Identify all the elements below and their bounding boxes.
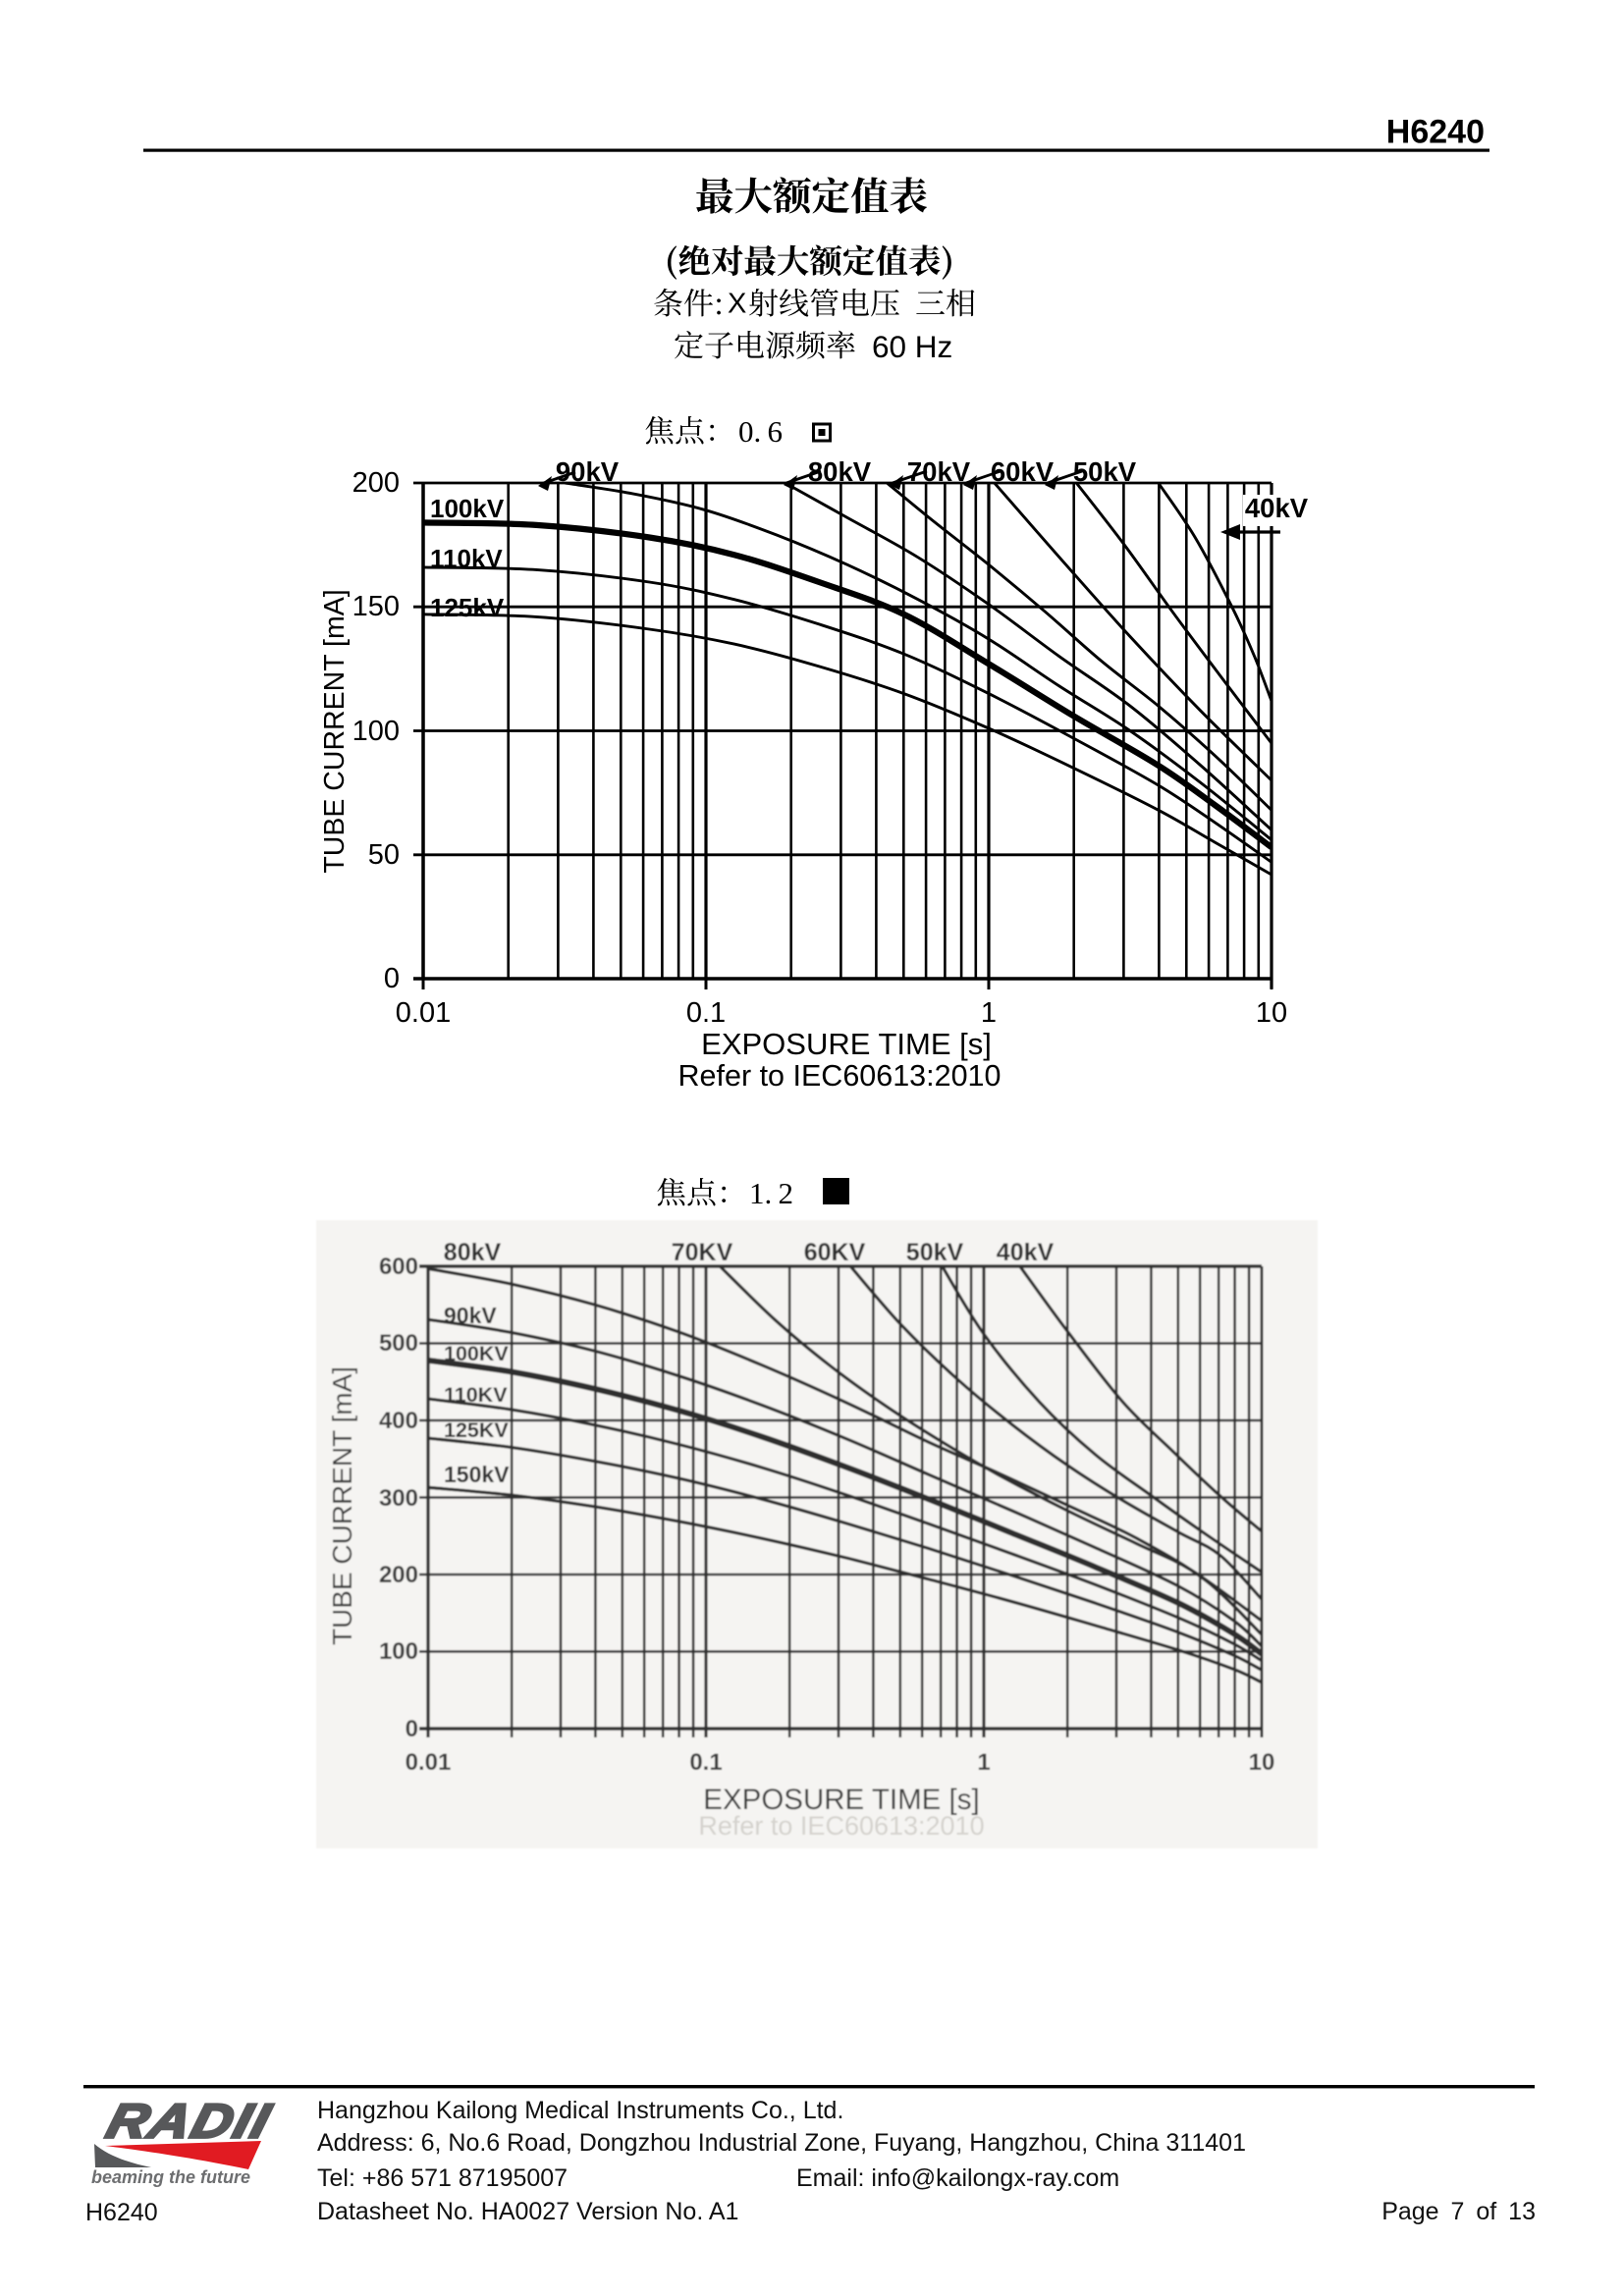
svg-text:125KV: 125KV xyxy=(444,1418,509,1442)
svg-text:Hangzhou Kailong Medical Instr: Hangzhou Kailong Medical Instruments Co.… xyxy=(317,2097,843,2124)
svg-text:0.01: 0.01 xyxy=(406,1749,452,1776)
svg-text:70kV: 70kV xyxy=(907,456,971,487)
svg-text:100: 100 xyxy=(352,716,400,747)
svg-text:X: X xyxy=(728,289,746,320)
svg-text:600: 600 xyxy=(379,1254,418,1280)
svg-text:125kV: 125kV xyxy=(430,593,505,622)
svg-text:50: 50 xyxy=(368,839,400,871)
svg-text:100kV: 100kV xyxy=(430,494,505,523)
svg-text:Datasheet No. HA0027 Version N: Datasheet No. HA0027 Version No. A1 xyxy=(317,2198,738,2225)
svg-text:H6240: H6240 xyxy=(85,2199,158,2226)
svg-text:Refer to IEC60613:2010: Refer to IEC60613:2010 xyxy=(678,1059,1001,1093)
svg-text:300: 300 xyxy=(379,1485,418,1512)
svg-text:100: 100 xyxy=(379,1638,418,1665)
svg-text:0.1: 0.1 xyxy=(689,1749,722,1776)
svg-text:0: 0 xyxy=(406,1716,418,1742)
svg-text:RADII: RADII xyxy=(101,2095,278,2149)
svg-text:1: 1 xyxy=(981,997,997,1029)
svg-text:200: 200 xyxy=(379,1562,418,1588)
svg-text:10: 10 xyxy=(1256,997,1287,1029)
svg-text:150: 150 xyxy=(352,591,400,622)
svg-text:400: 400 xyxy=(379,1408,418,1434)
svg-text:beaming the future: beaming the future xyxy=(91,2167,250,2187)
svg-text:TUBE CURRENT [mA]: TUBE CURRENT [mA] xyxy=(327,1366,357,1645)
svg-text:110KV: 110KV xyxy=(444,1383,508,1407)
svg-text:110kV: 110kV xyxy=(430,544,503,573)
svg-text:EXPOSURE TIME [s]: EXPOSURE TIME [s] xyxy=(701,1027,992,1061)
svg-text:90kV: 90kV xyxy=(444,1303,497,1328)
svg-text:80kV: 80kV xyxy=(444,1239,502,1266)
svg-text:TUBE CURRENT [mA]: TUBE CURRENT [mA] xyxy=(319,589,351,873)
svg-text:H6240: H6240 xyxy=(1386,114,1485,151)
svg-text:200: 200 xyxy=(352,467,400,499)
svg-text:60kV: 60kV xyxy=(991,456,1055,487)
svg-text:40kV: 40kV xyxy=(997,1239,1055,1266)
svg-text:60KV: 60KV xyxy=(804,1239,866,1266)
svg-text:60 Hz: 60 Hz xyxy=(872,329,952,364)
svg-text:Tel: +86 571 87195007: Tel: +86 571 87195007 xyxy=(317,2164,568,2192)
svg-text:90kV: 90kV xyxy=(556,456,620,487)
svg-text:50kV: 50kV xyxy=(906,1239,964,1266)
svg-text:500: 500 xyxy=(379,1330,418,1357)
svg-text:50kV: 50kV xyxy=(1073,456,1137,487)
svg-text:0.1: 0.1 xyxy=(686,997,726,1029)
svg-text:0.01: 0.01 xyxy=(396,997,451,1029)
svg-text:150kV: 150kV xyxy=(444,1462,510,1487)
svg-text:40kV: 40kV xyxy=(1245,493,1309,523)
svg-text:0. 6: 0. 6 xyxy=(738,414,783,449)
svg-text:Refer to IEC60613:2010: Refer to IEC60613:2010 xyxy=(698,1811,984,1841)
svg-text:Address: 6, No.6 Road, Dongzho: Address: 6, No.6 Road, Dongzhou Industri… xyxy=(317,2129,1246,2157)
svg-text:100KV: 100KV xyxy=(444,1342,509,1365)
svg-text:10: 10 xyxy=(1249,1749,1275,1776)
svg-text:Page 7 of 13: Page 7 of 13 xyxy=(1381,2198,1536,2225)
svg-text:Email: info@kailongx-ray.com: Email: info@kailongx-ray.com xyxy=(796,2164,1119,2192)
svg-text:EXPOSURE TIME [s]: EXPOSURE TIME [s] xyxy=(703,1784,979,1816)
svg-text:1: 1 xyxy=(977,1749,990,1776)
svg-text:1. 2: 1. 2 xyxy=(749,1176,793,1210)
svg-text:0: 0 xyxy=(384,963,400,994)
svg-text:70KV: 70KV xyxy=(672,1239,733,1266)
